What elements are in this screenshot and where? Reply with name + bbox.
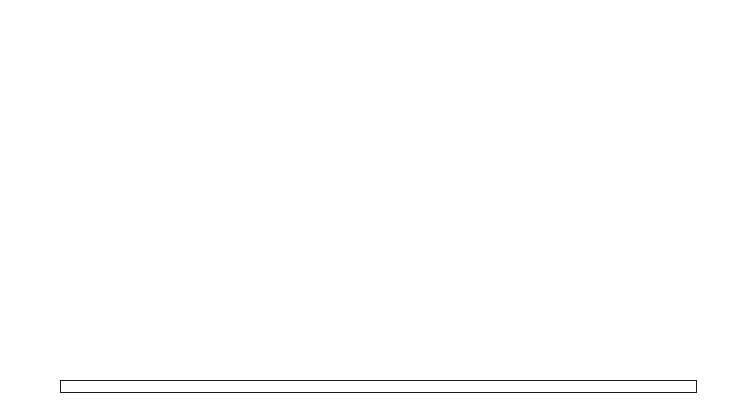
colorbar <box>60 380 697 393</box>
map-canvas <box>38 38 710 365</box>
